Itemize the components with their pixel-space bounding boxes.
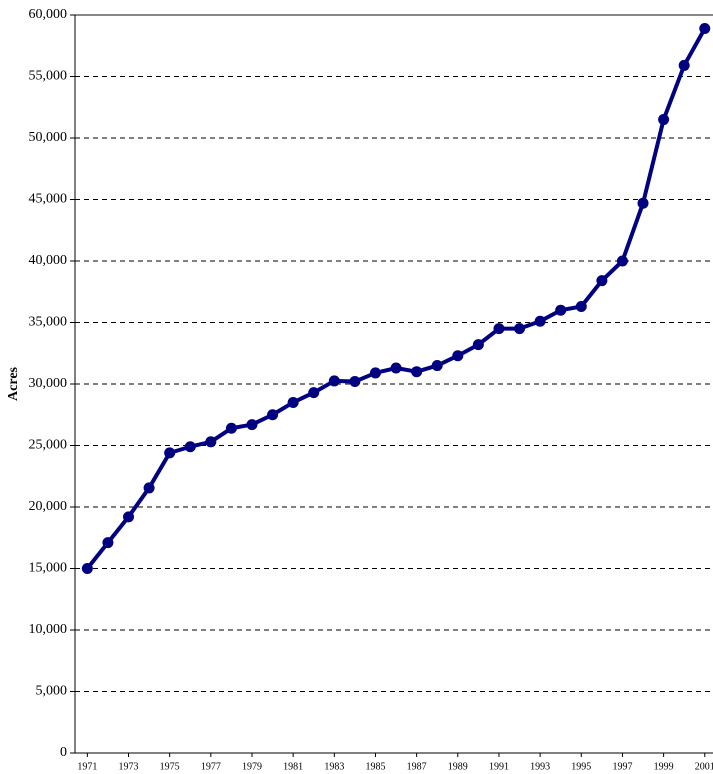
x-tick-label: 1973: [119, 761, 139, 772]
point: [369, 367, 381, 379]
point: [81, 563, 93, 574]
y-tick-label: 25,000: [29, 438, 68, 453]
x-tick-label: 1981: [283, 761, 303, 772]
point: [308, 387, 320, 399]
point: [431, 360, 443, 372]
point: [493, 323, 505, 335]
y-axis-label: Acres: [6, 366, 21, 400]
x-tick-label: 1995: [571, 761, 591, 772]
point: [390, 362, 402, 374]
y-tick-label: 0: [60, 745, 67, 760]
point: [616, 255, 628, 267]
y-tick-label: 5,000: [36, 684, 68, 699]
point: [287, 396, 299, 408]
point: [246, 419, 258, 431]
x-tick-label: 1993: [530, 761, 550, 772]
point: [452, 350, 464, 362]
point: [699, 23, 711, 35]
x-tick-label: 1975: [160, 761, 180, 772]
point: [575, 301, 587, 313]
point: [328, 375, 340, 387]
point: [205, 436, 217, 448]
point: [472, 339, 484, 351]
y-tick-label: 30,000: [29, 376, 68, 391]
point: [678, 59, 690, 71]
point: [534, 315, 546, 327]
point: [637, 197, 649, 209]
x-tick-label: 1971: [77, 761, 97, 772]
x-tick-label: 1991: [489, 761, 509, 772]
y-tick-label: 55,000: [29, 69, 68, 84]
y-tick-label: 45,000: [29, 192, 68, 207]
point: [658, 114, 670, 126]
point: [164, 447, 176, 459]
point: [411, 366, 423, 378]
point: [184, 441, 196, 453]
x-tick-label: 1985: [365, 761, 385, 772]
point: [143, 482, 155, 494]
y-tick-label: 10,000: [29, 622, 68, 637]
x-tick-label: 1987: [407, 761, 427, 772]
y-tick-label: 35,000: [29, 315, 68, 330]
x-tick-label: 2001: [695, 761, 713, 772]
point: [349, 376, 361, 388]
x-tick-label: 1979: [242, 761, 262, 772]
line: [85, 27, 707, 570]
point: [596, 275, 608, 287]
y-tick-label: 40,000: [29, 253, 68, 268]
point: [102, 537, 114, 549]
point: [514, 323, 526, 335]
y-tick-label: 60,000: [29, 7, 68, 22]
y-tick-label: 15,000: [29, 561, 68, 576]
x-tick-label: 1999: [654, 761, 674, 772]
point: [123, 511, 135, 523]
x-tick-label: 1977: [201, 761, 221, 772]
x-tick-label: 1989: [448, 761, 468, 772]
point: [225, 422, 237, 434]
y-tick-label: 20,000: [29, 499, 68, 514]
y-tick-label: 50,000: [29, 130, 68, 145]
x-tick-label: 1983: [324, 761, 344, 772]
point: [267, 409, 279, 421]
x-tick-label: 1997: [612, 761, 632, 772]
point: [555, 304, 567, 316]
